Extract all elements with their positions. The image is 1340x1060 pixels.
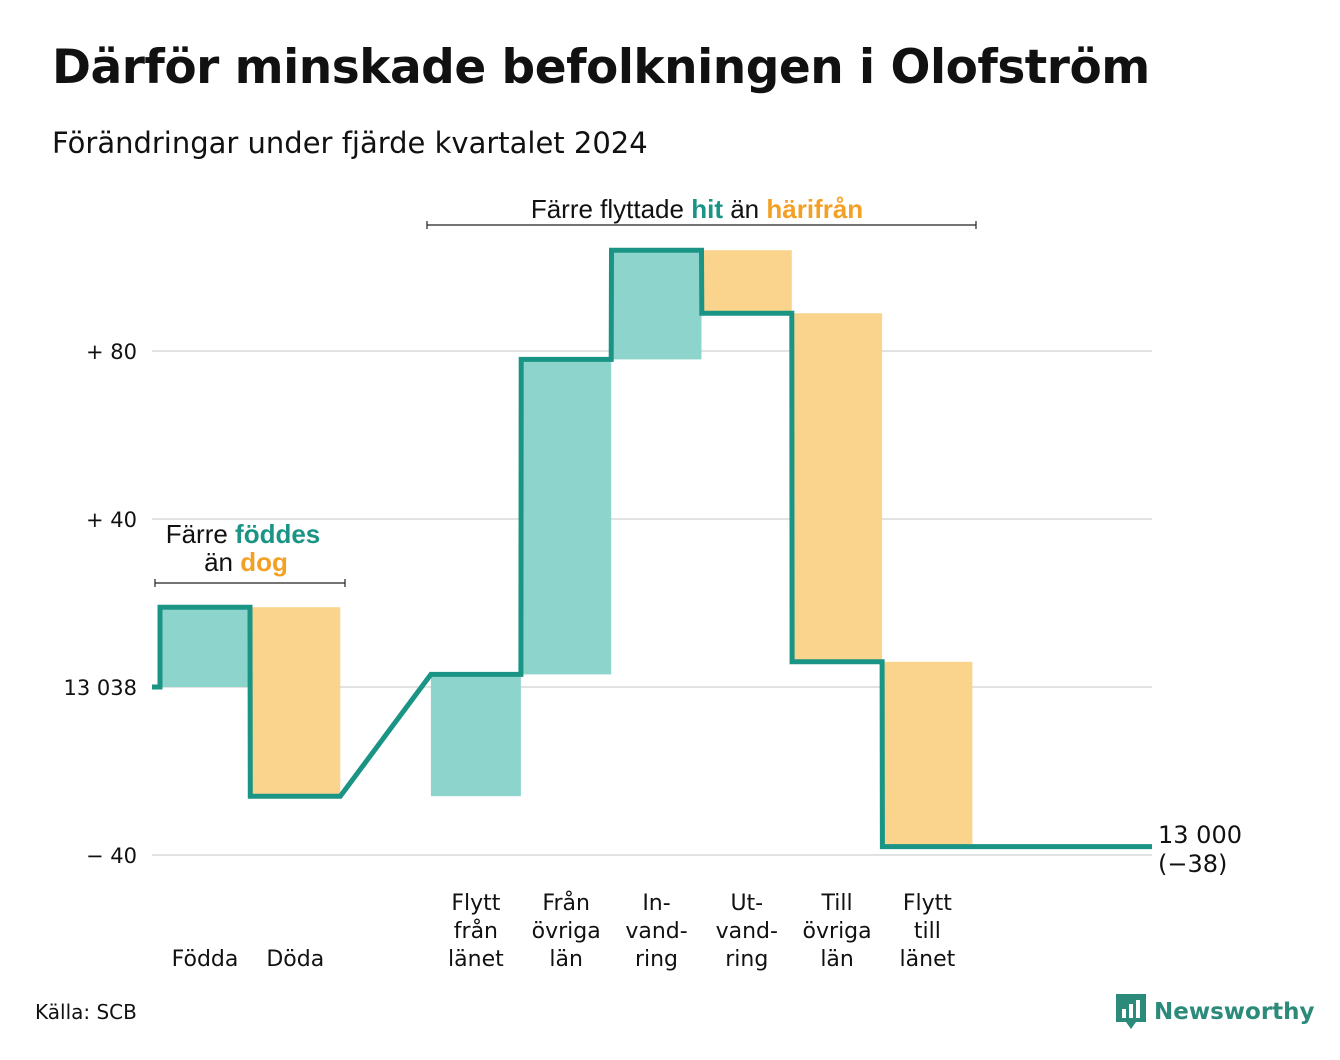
category-label: Från: [542, 890, 590, 916]
category-label: Flytt: [451, 891, 500, 916]
category-label: vand-: [716, 919, 778, 944]
bar-3: [430, 674, 521, 797]
bar-4: [521, 359, 612, 675]
category-label: In-: [642, 891, 670, 916]
annotation-migration: Färre flyttade hit än härifrån: [531, 194, 863, 224]
annotation-text: än: [723, 194, 766, 224]
source-note: Källa: SCB: [35, 1000, 137, 1024]
y-tick-label: − 40: [86, 844, 137, 868]
bar-5: [611, 250, 702, 360]
annotation-births-line2: än dog: [204, 547, 288, 577]
annotation-highlight: hit: [691, 194, 723, 224]
logo-text: Newsworthy: [1154, 999, 1315, 1025]
category-label: övriga: [532, 919, 601, 944]
category-label: Födda: [172, 947, 239, 972]
category-label: Döda: [266, 947, 324, 972]
category-label: övriga: [803, 919, 872, 944]
y-axis-labels: + 80 + 40 13 038 − 40: [64, 340, 137, 868]
cumulative-step-line: [152, 247, 1152, 850]
annotation-bracket: [426, 221, 977, 229]
bar-1: [160, 607, 250, 687]
chart-subtitle: Förändringar under fjärde kvartalet 2024: [52, 126, 648, 160]
category-label: ring: [725, 947, 768, 972]
newsworthy-logo[interactable]: Newsworthy: [1116, 994, 1315, 1030]
y-tick-label: + 40: [86, 508, 137, 532]
category-labels: Födda DödaFlyttfrånlänetFrånövrigalänIn-v…: [172, 890, 956, 972]
y-tick-label: 13 038: [64, 676, 137, 700]
bar-7: [792, 313, 883, 662]
bars: [160, 250, 973, 847]
annotation-highlight: härifrån: [766, 194, 863, 224]
annotation-highlight: dog: [240, 547, 288, 577]
annotation-text: Färre flyttade: [531, 194, 691, 224]
category-label: länet: [900, 947, 956, 972]
end-value-label: 13 000: [1158, 821, 1242, 849]
category-label: län: [549, 947, 583, 972]
annotation-births-line1: Färre föddes: [166, 519, 321, 549]
annotation-text: Färre: [166, 519, 235, 549]
category-label: Ut-: [730, 891, 763, 916]
newsworthy-chart-icon: [1116, 994, 1146, 1029]
bar-8: [882, 661, 973, 847]
category-label: vand-: [625, 919, 687, 944]
category-label: länet: [448, 947, 504, 972]
y-tick-label: + 80: [86, 340, 137, 364]
category-label: från: [454, 918, 498, 944]
annotation-text: än: [204, 547, 240, 577]
bar-6: [701, 250, 792, 314]
category-label: Flytt: [903, 891, 952, 916]
annotation-highlight: föddes: [235, 519, 320, 549]
category-label: Till: [821, 891, 853, 916]
end-change-label: (−38): [1158, 850, 1227, 878]
annotation-bracket: [154, 579, 346, 587]
category-label: län: [820, 947, 854, 972]
bar-2: [250, 607, 341, 797]
chart-title: Därför minskade befolkningen i Olofström: [52, 40, 1150, 95]
category-label: ring: [635, 947, 678, 972]
category-label: till: [914, 919, 941, 944]
